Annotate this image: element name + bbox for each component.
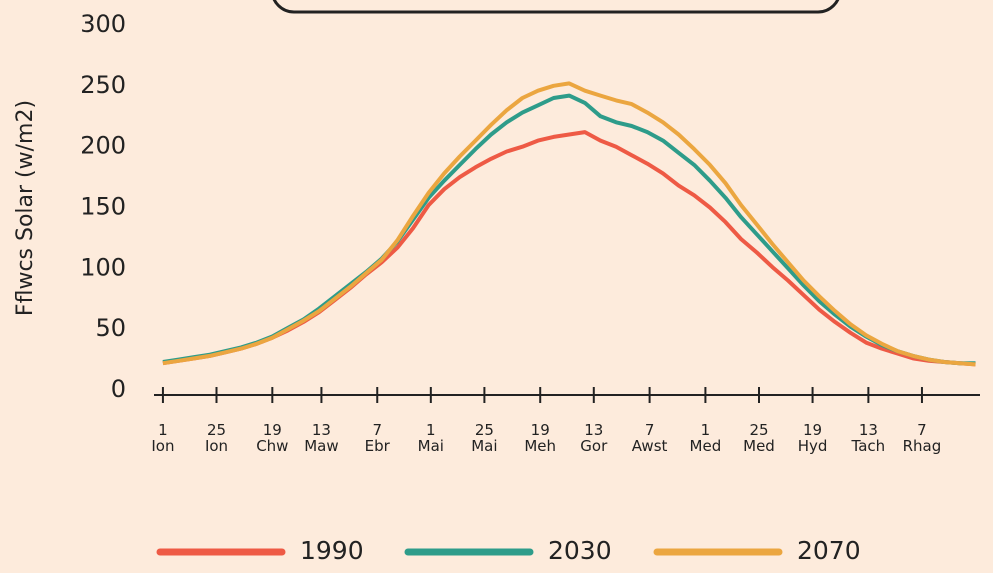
x-tick-label: 7 Awst (631, 421, 668, 455)
legend-label: 2070 (797, 536, 861, 565)
x-tick-label: 25 Med (743, 421, 775, 455)
series-line (162, 81, 976, 367)
y-tick-label: 0 (111, 375, 126, 403)
y-tick-label: 50 (95, 314, 126, 342)
y-axis-label: Fflwcs Solar (w/m2) (13, 100, 38, 316)
x-tick-label: 19 Meh (524, 421, 557, 455)
x-tick-label: 7 Ebr (364, 421, 390, 455)
x-tick-label: 1 Mai (417, 421, 444, 455)
y-tick-label: 100 (80, 253, 126, 281)
x-tick-label: 25 Ion (204, 421, 229, 455)
x-tick-label: 19 Chw (256, 421, 289, 455)
y-tick-label: 300 (80, 10, 126, 38)
title-box (272, 0, 840, 14)
y-tick-label: 200 (80, 132, 126, 160)
x-tick-label: 19 Hyd (797, 421, 828, 455)
x-tick-label: 1 Ion (151, 421, 175, 455)
y-tick-label: 150 (80, 193, 126, 221)
x-tick-label: 13 Maw (304, 421, 339, 455)
x-tick-label: 7 Rhag (902, 421, 942, 455)
x-tick-label: 1 Med (689, 421, 722, 455)
x-tick-label: 13 Gor (580, 421, 608, 455)
x-tick-label: 13 Tach (851, 421, 886, 455)
legend-label: 1990 (300, 536, 364, 565)
y-tick-label: 250 (80, 71, 126, 99)
x-tick-label: 25 Mai (471, 421, 498, 455)
legend-label: 2030 (548, 536, 612, 565)
